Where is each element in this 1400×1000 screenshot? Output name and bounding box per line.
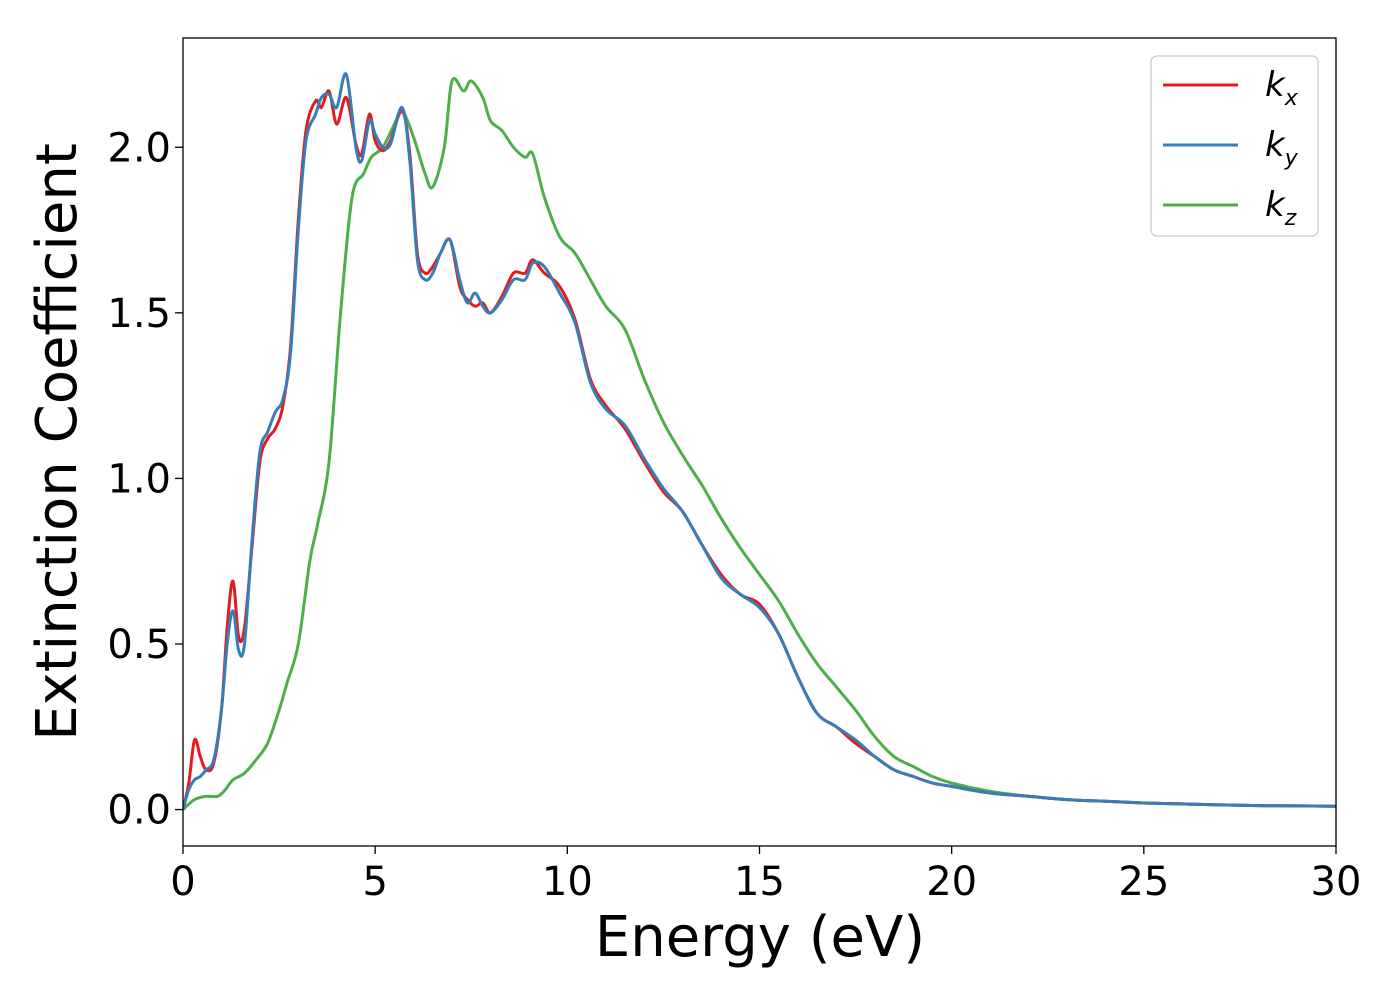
y-tick-label: 0.5 (107, 622, 171, 668)
legend: kx ky kz (1150, 55, 1319, 237)
x-tick-label: 15 (734, 859, 785, 905)
x-tick-label: 5 (362, 859, 387, 905)
legend-label-x: kx (1265, 65, 1299, 111)
y-tick-label: 0.0 (107, 788, 171, 834)
y-tick-label: 2.0 (107, 125, 171, 171)
plot-area (183, 72, 1336, 811)
y-tick-label: 1.0 (107, 456, 171, 502)
x-tick-label: 20 (926, 859, 977, 905)
y-axis-title: Extinction Coefficient (25, 143, 90, 741)
x-tick-label: 25 (1118, 859, 1169, 905)
x-tick-label: 0 (170, 859, 195, 905)
x-axis-title: Energy (eV) (595, 905, 925, 970)
axes: 0 5 10 15 20 25 30 0.0 0.5 1.0 1.5 2.0 (107, 37, 1362, 905)
y-tick-label: 1.5 (107, 291, 171, 337)
legend-label-z: kz (1265, 185, 1297, 231)
legend-label-y: ky (1265, 125, 1299, 171)
series-line-y (183, 72, 1336, 811)
x-tick-label: 10 (542, 859, 593, 905)
series-line-z (183, 77, 1336, 811)
x-tick-label: 30 (1311, 859, 1362, 905)
